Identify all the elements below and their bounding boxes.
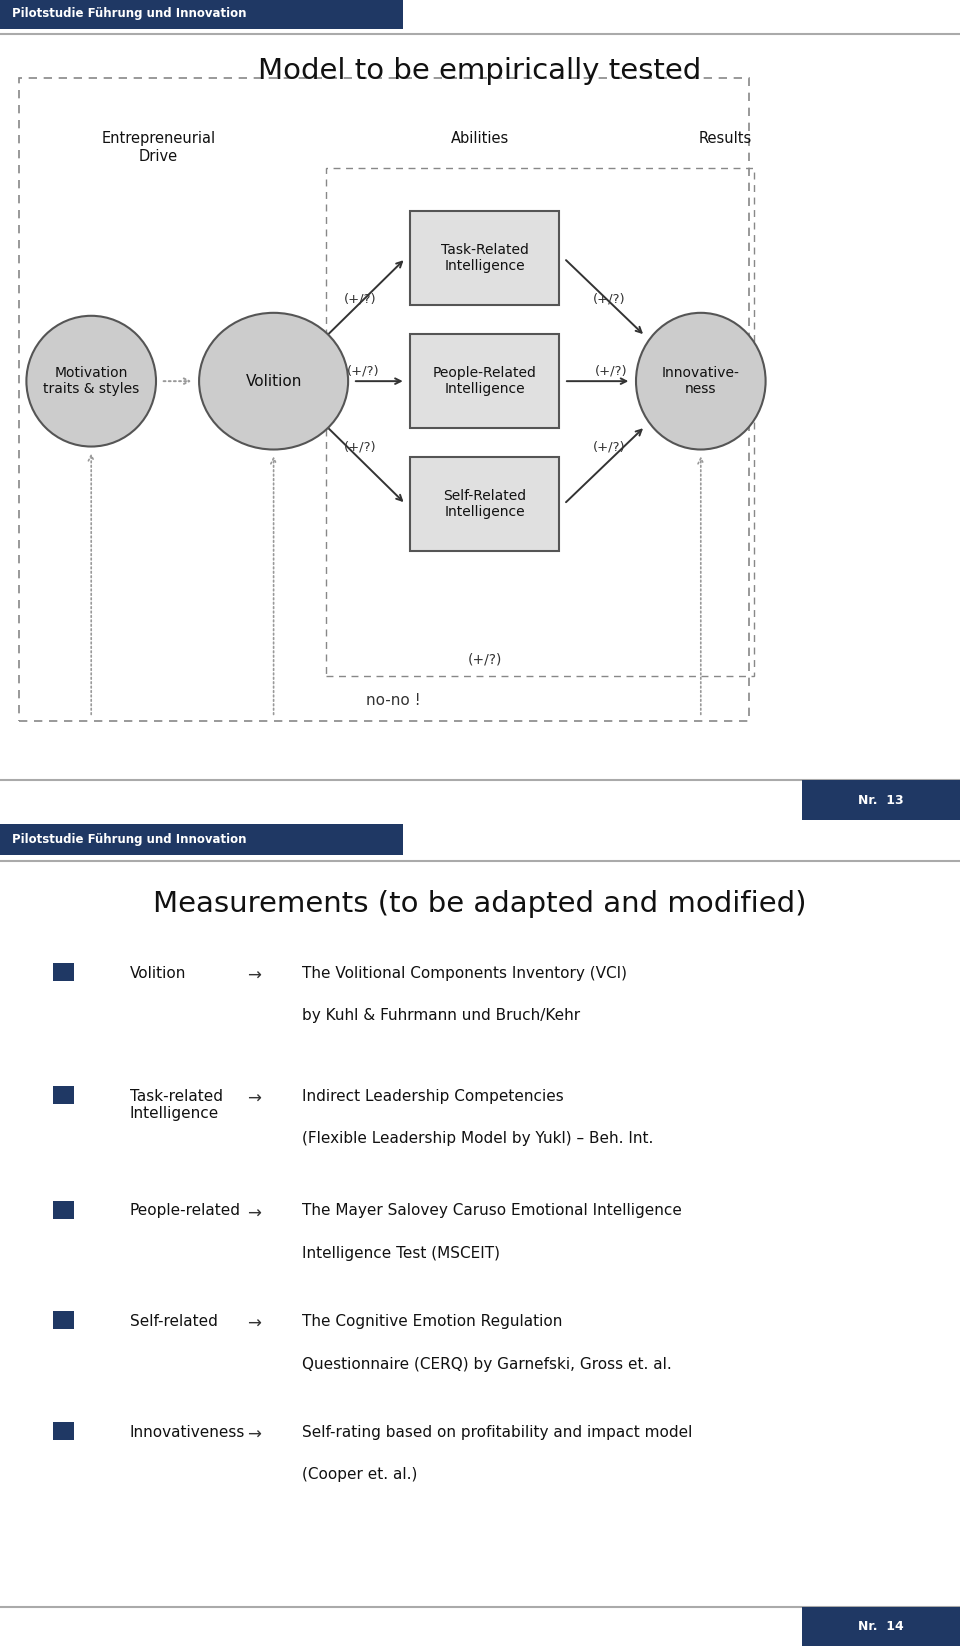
Text: The Volitional Components Inventory (VCI): The Volitional Components Inventory (VCI…	[302, 966, 628, 981]
Text: Nr.  14: Nr. 14	[858, 1620, 904, 1633]
Text: →: →	[248, 1205, 261, 1223]
Bar	[0, 825, 403, 854]
Bar	[802, 1606, 960, 1646]
Text: Self-rating based on profitability and impact model: Self-rating based on profitability and i…	[302, 1425, 693, 1440]
Text: Innovative-
ness: Innovative- ness	[661, 365, 740, 397]
Text: Self-related: Self-related	[130, 1314, 218, 1328]
Text: The Cognitive Emotion Regulation: The Cognitive Emotion Regulation	[302, 1314, 563, 1328]
Text: The Mayer Salovey Caruso Emotional Intelligence: The Mayer Salovey Caruso Emotional Intel…	[302, 1203, 683, 1218]
Text: Self-Related
Intelligence: Self-Related Intelligence	[444, 489, 526, 518]
Text: Volition: Volition	[130, 966, 186, 981]
Text: Questionnaire (CERQ) by Garnefski, Gross et. al.: Questionnaire (CERQ) by Garnefski, Gross…	[302, 1356, 672, 1371]
Text: (+/?): (+/?)	[468, 653, 502, 667]
Text: Measurements (to be adapted and modified): Measurements (to be adapted and modified…	[154, 890, 806, 918]
Text: Innovativeness: Innovativeness	[130, 1425, 245, 1440]
Text: Entrepreneurial
Drive: Entrepreneurial Drive	[102, 132, 215, 163]
Text: (Cooper et. al.): (Cooper et. al.)	[302, 1467, 418, 1483]
Text: Volition: Volition	[246, 374, 301, 388]
Text: →: →	[248, 1315, 261, 1333]
Text: Task-Related
Intelligence: Task-Related Intelligence	[441, 244, 529, 273]
Bar	[53, 963, 74, 981]
Text: Model to be empirically tested: Model to be empirically tested	[258, 58, 702, 86]
Bar	[53, 1200, 74, 1218]
Text: by Kuhl & Fuhrmann und Bruch/Kehr: by Kuhl & Fuhrmann und Bruch/Kehr	[302, 1009, 581, 1024]
Text: (+/?): (+/?)	[344, 293, 376, 306]
Text: Results: Results	[698, 132, 752, 146]
Text: (+/?): (+/?)	[595, 364, 628, 377]
Bar	[802, 780, 960, 820]
Text: Intelligence Test (MSCEIT): Intelligence Test (MSCEIT)	[302, 1246, 500, 1261]
Ellipse shape	[26, 316, 156, 446]
Text: Task-related
Intelligence: Task-related Intelligence	[130, 1088, 223, 1121]
Bar	[53, 1422, 74, 1440]
Bar	[411, 211, 559, 306]
Text: (+/?): (+/?)	[344, 439, 376, 453]
Text: →: →	[248, 1425, 261, 1444]
Bar	[411, 334, 559, 428]
Text: People-Related
Intelligence: People-Related Intelligence	[433, 365, 537, 397]
Text: Nr.  13: Nr. 13	[858, 793, 904, 807]
Text: →: →	[248, 966, 261, 984]
Bar	[0, 0, 403, 28]
Bar	[326, 168, 754, 677]
Text: Abilities: Abilities	[451, 132, 509, 146]
Bar	[19, 77, 749, 721]
Text: Pilotstudie Führung und Innovation: Pilotstudie Führung und Innovation	[12, 7, 246, 20]
Ellipse shape	[636, 313, 765, 449]
Text: →: →	[248, 1090, 261, 1108]
Text: Pilotstudie Führung und Innovation: Pilotstudie Führung und Innovation	[12, 833, 246, 846]
Text: (+/?): (+/?)	[593, 439, 626, 453]
Text: Indirect Leadership Competencies: Indirect Leadership Competencies	[302, 1088, 564, 1104]
Text: People-related: People-related	[130, 1203, 241, 1218]
Text: (+/?): (+/?)	[347, 364, 379, 377]
Bar	[53, 1312, 74, 1330]
Text: no-no !: no-no !	[367, 693, 420, 708]
Text: Motivation
traits & styles: Motivation traits & styles	[43, 365, 139, 397]
Bar	[53, 1086, 74, 1104]
Text: (+/?): (+/?)	[593, 293, 626, 306]
Ellipse shape	[199, 313, 348, 449]
Text: (Flexible Leadership Model by Yukl) – Beh. Int.: (Flexible Leadership Model by Yukl) – Be…	[302, 1131, 654, 1146]
Bar	[411, 458, 559, 551]
